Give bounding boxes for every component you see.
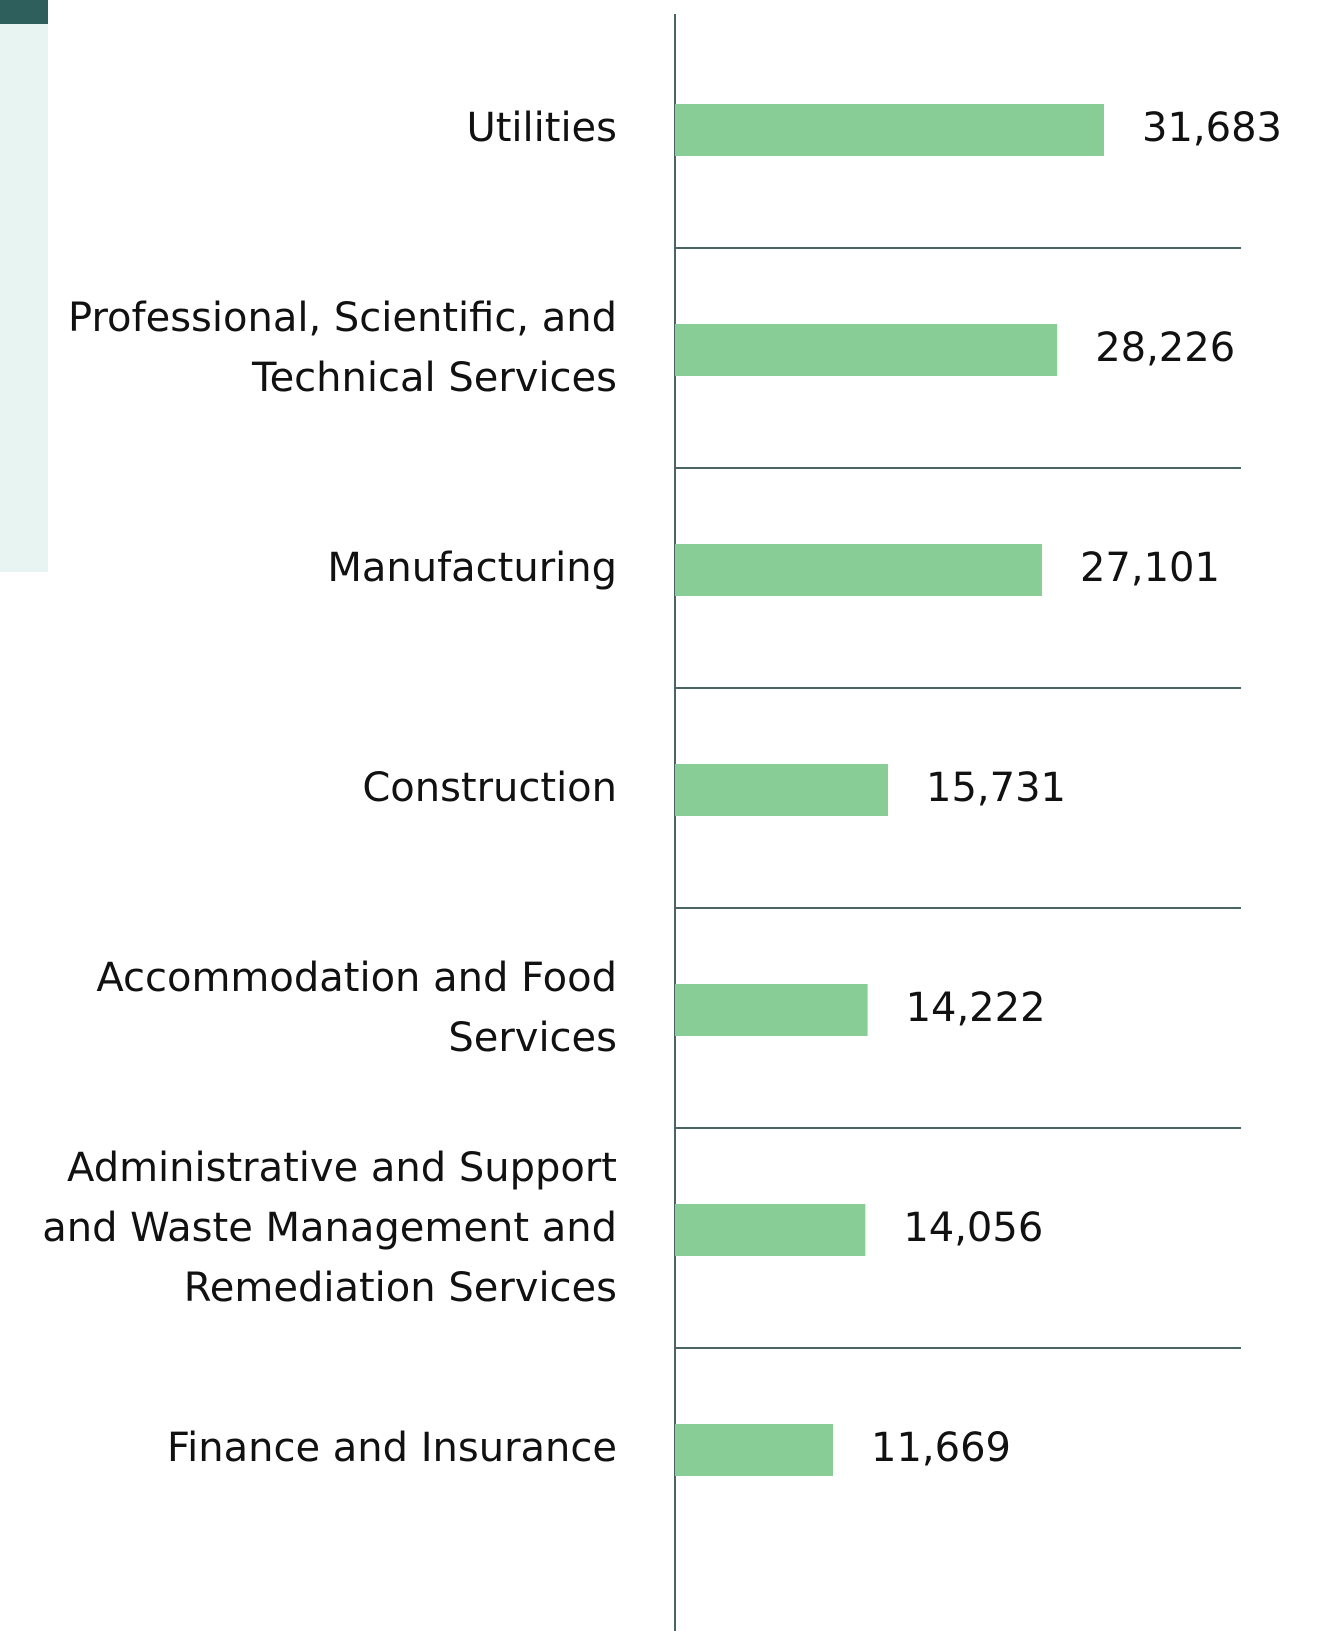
category-label: Utilities (466, 105, 617, 151)
value-label: 31,683 (1142, 105, 1282, 151)
category-label: Administrative and Support and Waste Mana… (42, 1145, 617, 1311)
category-label: Professional, Scientific, and Technical S… (68, 295, 617, 401)
category-label: Construction (362, 765, 617, 811)
bar (675, 544, 1042, 596)
side-panel-accent (0, 0, 48, 24)
bar (675, 984, 868, 1036)
value-label: 27,101 (1080, 545, 1220, 591)
bar (675, 1424, 834, 1476)
value-label: 14,222 (906, 985, 1046, 1031)
value-label: 15,731 (926, 765, 1066, 811)
value-label: 11,669 (871, 1425, 1011, 1471)
bar (675, 1204, 866, 1256)
value-label: 28,226 (1095, 325, 1235, 371)
category-label: Finance and Insurance (167, 1425, 617, 1471)
bar (675, 104, 1105, 156)
side-panel (0, 0, 48, 572)
bar (675, 764, 889, 816)
bar (675, 324, 1058, 376)
value-label: 14,056 (903, 1205, 1043, 1251)
category-label: Accommodation and Food Services (96, 955, 617, 1061)
category-label: Manufacturing (327, 545, 617, 591)
